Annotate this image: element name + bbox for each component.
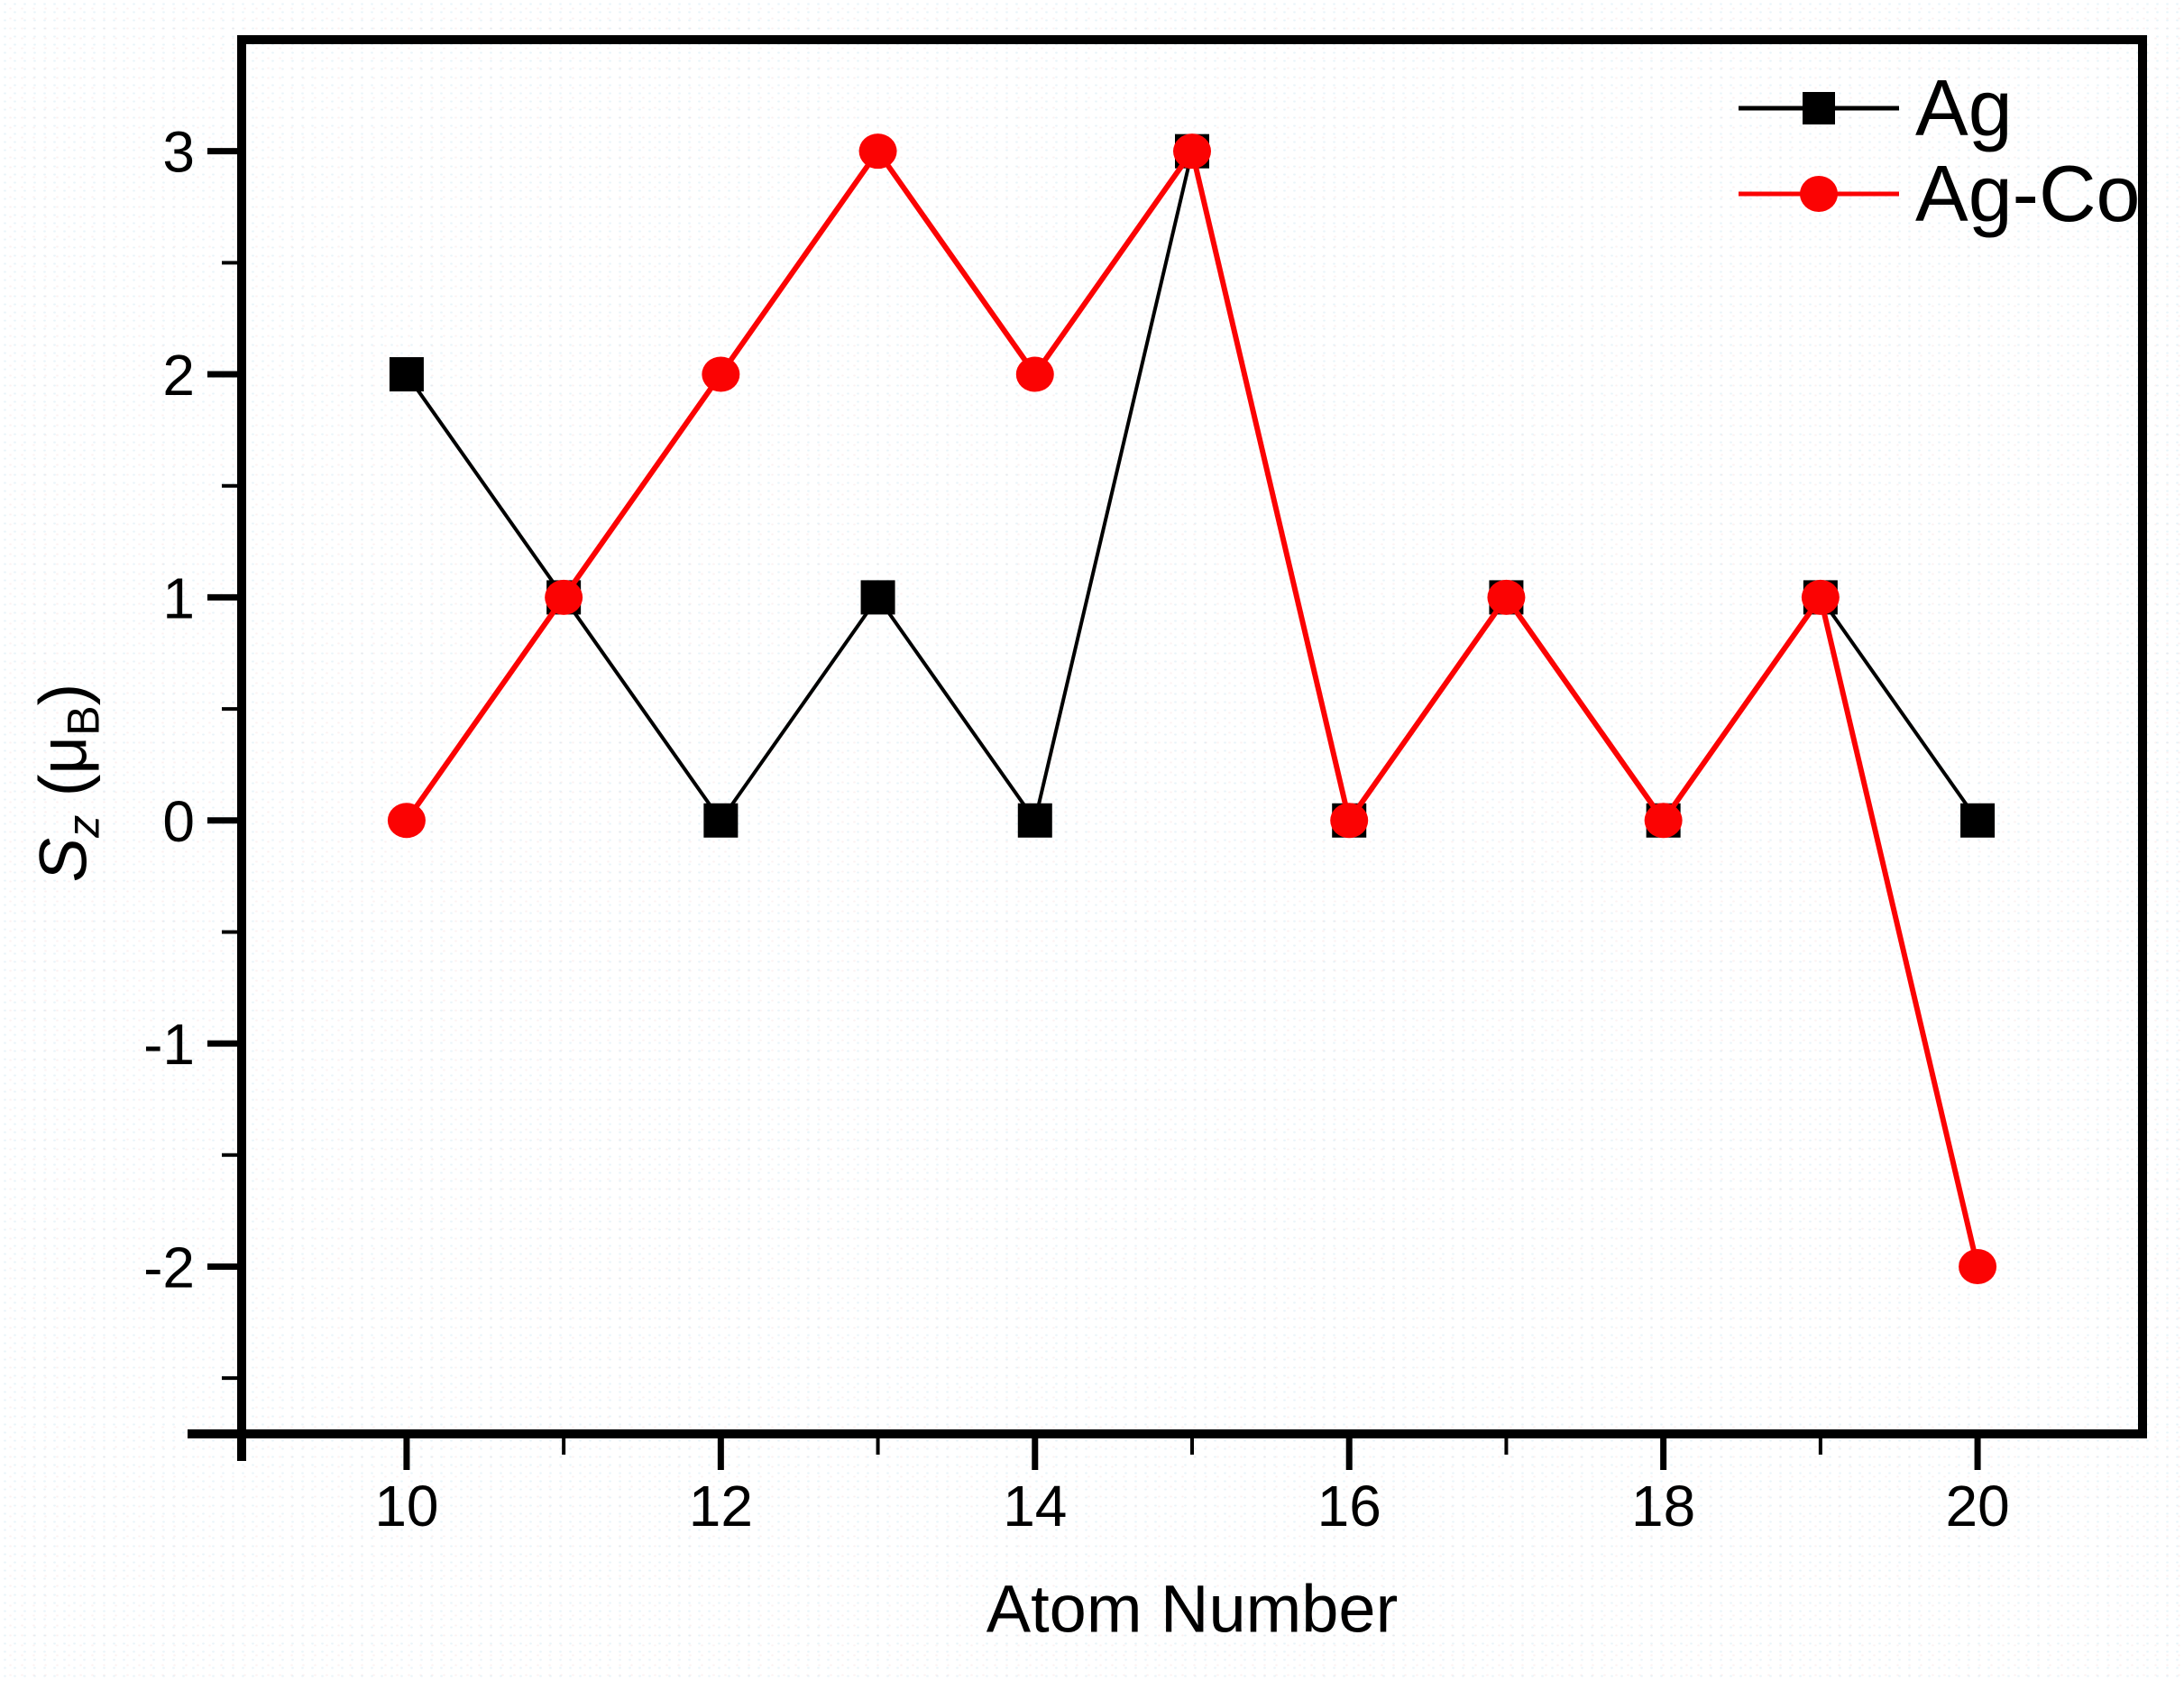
legend-sample-ag-co xyxy=(1739,151,1899,236)
x-axis-label: Atom Number xyxy=(986,1571,1399,1647)
legend-label-ag: Ag xyxy=(1915,62,2013,152)
data-point-ag xyxy=(1017,803,1052,838)
circle-marker-icon xyxy=(1800,175,1838,212)
x-tick-label: 10 xyxy=(374,1474,438,1539)
x-tick-label: 14 xyxy=(1003,1474,1067,1539)
y-axis-symbol: S xyxy=(25,837,101,883)
y-axis-unit-close: ) xyxy=(25,683,101,706)
legend: Ag Ag-Co xyxy=(1739,65,2140,236)
data-point-ag xyxy=(389,357,424,392)
data-point-ag-co xyxy=(1644,803,1683,839)
y-axis-unit-open: ( xyxy=(25,774,101,815)
data-point-ag-co xyxy=(1487,579,1526,615)
y-tick-label: 1 xyxy=(162,565,195,630)
x-tick-label: 18 xyxy=(1631,1474,1695,1539)
legend-label-ag-co: Ag-Co xyxy=(1915,148,2141,238)
data-point-ag-co xyxy=(1330,803,1369,839)
data-point-ag-co xyxy=(387,803,426,839)
data-point-ag xyxy=(860,580,895,615)
legend-item-ag-co: Ag-Co xyxy=(1739,151,2140,236)
data-point-ag-co xyxy=(545,579,583,615)
y-tick-label: 2 xyxy=(162,343,195,408)
data-point-ag-co xyxy=(702,356,740,392)
x-tick-label: 16 xyxy=(1317,1474,1381,1539)
y-axis-label: Sz (μB) xyxy=(25,683,109,883)
y-tick-label: 0 xyxy=(162,789,195,854)
legend-item-ag: Ag xyxy=(1739,65,2140,151)
y-axis-unit-subscript: B xyxy=(57,705,109,736)
y-axis-symbol-subscript: z xyxy=(57,814,109,838)
x-tick-label: 12 xyxy=(689,1474,753,1539)
y-tick-label: -1 xyxy=(143,1012,195,1077)
plot-frame xyxy=(237,35,2147,1438)
square-marker-icon xyxy=(1803,91,1835,124)
data-point-ag-co xyxy=(1015,356,1054,392)
data-point-ag-co xyxy=(1959,1248,1997,1284)
data-point-ag-co xyxy=(858,133,897,170)
y-tick-label: -2 xyxy=(143,1235,195,1300)
x-tick-label: 20 xyxy=(1945,1474,2009,1539)
data-point-ag-co xyxy=(1173,133,1211,170)
y-axis-unit-mu: μ xyxy=(25,735,101,775)
y-tick-label: 3 xyxy=(162,120,195,185)
data-point-ag-co xyxy=(1801,579,1840,615)
data-point-ag xyxy=(1960,803,1996,838)
data-point-ag xyxy=(703,803,739,838)
legend-sample-ag xyxy=(1739,65,1899,151)
